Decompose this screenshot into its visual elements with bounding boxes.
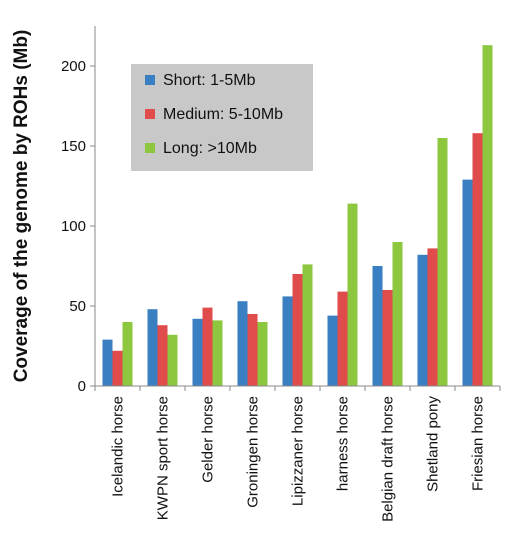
legend: Short: 1-5Mb Medium: 5-10Mb Long: >10Mb bbox=[131, 64, 313, 171]
legend-label-2: Medium: 5-10Mb bbox=[163, 106, 283, 123]
bar-1-4 bbox=[237, 301, 248, 386]
bar-2-9 bbox=[472, 133, 483, 386]
bar-2-1 bbox=[112, 350, 123, 386]
y-axis-label: Coverage of the genome by ROHs (Mb) bbox=[11, 30, 32, 383]
y-tick-label: 50 bbox=[69, 298, 86, 315]
bar-3-4 bbox=[257, 322, 268, 386]
x-category-label: KWPN sport horse bbox=[155, 396, 172, 520]
bar-2-3 bbox=[202, 307, 213, 386]
bar-2-4 bbox=[247, 314, 258, 386]
legend-swatch-2 bbox=[145, 109, 155, 119]
bar-3-9 bbox=[482, 45, 493, 386]
x-category-label: Belgian draft horse bbox=[380, 396, 397, 522]
bar-3-6 bbox=[347, 203, 358, 386]
bar-3-1 bbox=[122, 322, 133, 386]
y-tick-label: 0 bbox=[78, 378, 86, 395]
bar-3-7 bbox=[392, 242, 403, 386]
bar-3-8 bbox=[437, 138, 448, 386]
bar-1-3 bbox=[192, 318, 203, 386]
x-category-label: Groningen horse bbox=[245, 396, 262, 508]
bar-3-5 bbox=[302, 264, 313, 386]
x-category-label: Shetland pony bbox=[425, 396, 442, 492]
legend-box bbox=[131, 64, 313, 171]
bar-2-2 bbox=[157, 325, 168, 386]
y-tick-label: 150 bbox=[61, 138, 86, 155]
x-category-label: Gelder horse bbox=[200, 396, 217, 483]
bars-layer bbox=[102, 45, 493, 386]
bar-2-6 bbox=[337, 291, 348, 386]
x-category-label: Icelandic horse bbox=[110, 396, 127, 497]
bar-3-3 bbox=[212, 320, 223, 386]
y-tick-label: 100 bbox=[61, 218, 86, 235]
legend-items: Short: 1-5Mb Medium: 5-10Mb Long: >10Mb bbox=[145, 72, 283, 157]
legend-swatch-3 bbox=[145, 143, 155, 153]
legend-label-3: Long: >10Mb bbox=[163, 140, 257, 157]
bar-1-9 bbox=[462, 179, 473, 386]
bar-2-8 bbox=[427, 248, 438, 386]
bar-1-5 bbox=[282, 296, 293, 386]
x-category-label: Friesian horse bbox=[470, 396, 487, 491]
legend-label-1: Short: 1-5Mb bbox=[163, 72, 256, 89]
bar-3-2 bbox=[167, 334, 178, 386]
y-ticks-layer: 0 50 100 150 200 bbox=[61, 58, 95, 395]
bar-1-2 bbox=[147, 309, 158, 386]
bar-2-5 bbox=[292, 274, 303, 386]
legend-swatch-1 bbox=[145, 75, 155, 85]
x-category-label: harness horse bbox=[335, 396, 352, 491]
y-tick-label: 200 bbox=[61, 58, 86, 75]
bar-1-6 bbox=[327, 315, 338, 386]
x-category-label: Lipizzaner horse bbox=[290, 396, 307, 506]
bar-1-7 bbox=[372, 266, 383, 386]
x-labels-layer: Icelandic horse KWPN sport horse Gelder ho… bbox=[94, 386, 501, 522]
bar-2-7 bbox=[382, 290, 393, 386]
bar-1-1 bbox=[102, 339, 113, 386]
bar-1-8 bbox=[417, 254, 428, 386]
